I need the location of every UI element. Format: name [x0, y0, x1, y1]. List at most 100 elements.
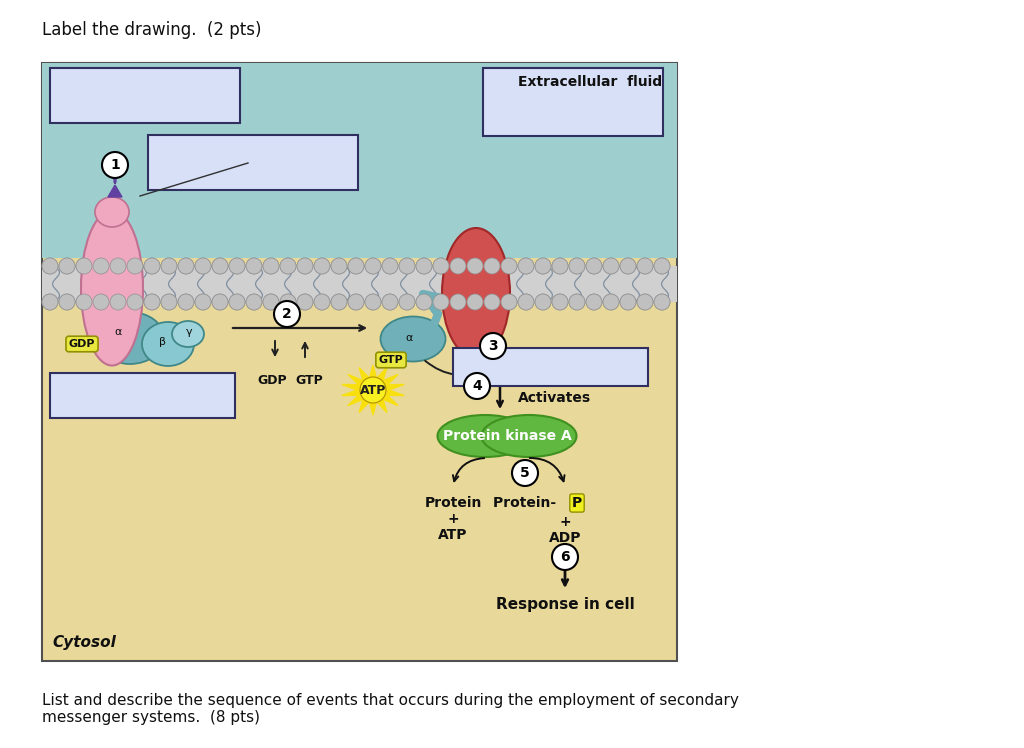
Text: Label the drawing.  (2 pts): Label the drawing. (2 pts) [42, 21, 261, 39]
Circle shape [195, 294, 211, 310]
Circle shape [178, 258, 194, 274]
Circle shape [501, 294, 517, 310]
Circle shape [263, 258, 279, 274]
Circle shape [144, 294, 160, 310]
Bar [453, 348, 648, 386]
Circle shape [280, 294, 296, 310]
Ellipse shape [96, 312, 164, 364]
Ellipse shape [172, 321, 204, 347]
Circle shape [178, 258, 194, 274]
Circle shape [42, 294, 58, 310]
Circle shape [416, 294, 432, 310]
Text: Protein
+
ATP: Protein + ATP [424, 496, 481, 542]
Circle shape [246, 294, 262, 310]
Circle shape [450, 258, 466, 274]
Circle shape [603, 294, 618, 310]
Circle shape [178, 294, 194, 310]
Text: Extracellular  fluid: Extracellular fluid [518, 75, 662, 89]
Text: Protein kinase A: Protein kinase A [442, 429, 571, 443]
Text: 5: 5 [520, 466, 529, 480]
Circle shape [433, 294, 449, 310]
Circle shape [535, 294, 551, 310]
Circle shape [59, 294, 75, 310]
Circle shape [382, 294, 398, 310]
Circle shape [535, 258, 551, 274]
Circle shape [93, 258, 109, 274]
Circle shape [416, 258, 432, 274]
Circle shape [297, 294, 313, 310]
Circle shape [144, 294, 160, 310]
Circle shape [501, 258, 517, 274]
Circle shape [93, 258, 109, 274]
Ellipse shape [481, 415, 577, 457]
Circle shape [348, 294, 364, 310]
Circle shape [637, 294, 653, 310]
Circle shape [433, 258, 449, 274]
Circle shape [416, 294, 432, 310]
Circle shape [263, 258, 279, 274]
Circle shape [484, 258, 500, 274]
Text: α: α [115, 327, 122, 337]
Circle shape [484, 294, 500, 310]
Circle shape [518, 294, 534, 310]
Circle shape [464, 373, 490, 399]
Circle shape [229, 258, 245, 274]
Circle shape [535, 294, 551, 310]
Circle shape [59, 258, 75, 274]
Circle shape [399, 258, 415, 274]
Circle shape [144, 258, 160, 274]
Circle shape [518, 294, 534, 310]
Circle shape [586, 294, 602, 310]
Text: GDP: GDP [257, 374, 287, 387]
Circle shape [331, 258, 347, 274]
Circle shape [365, 258, 381, 274]
Circle shape [467, 294, 483, 310]
Circle shape [274, 301, 300, 327]
Circle shape [535, 258, 551, 274]
Circle shape [586, 294, 602, 310]
Circle shape [110, 258, 126, 274]
Circle shape [161, 294, 177, 310]
Circle shape [212, 258, 228, 274]
Circle shape [280, 258, 296, 274]
Circle shape [102, 152, 128, 178]
Circle shape [110, 258, 126, 274]
Text: Cytosol: Cytosol [52, 636, 116, 651]
Circle shape [212, 258, 228, 274]
Circle shape [620, 294, 636, 310]
Text: GTP: GTP [379, 355, 403, 365]
Ellipse shape [142, 322, 194, 366]
Text: Activates: Activates [518, 391, 591, 405]
Circle shape [620, 294, 636, 310]
Ellipse shape [437, 415, 532, 457]
Circle shape [110, 294, 126, 310]
Circle shape [212, 294, 228, 310]
Circle shape [620, 258, 636, 274]
Circle shape [484, 258, 500, 274]
Circle shape [603, 294, 618, 310]
Circle shape [552, 294, 568, 310]
Text: List and describe the sequence of events that occurs during the employment of se: List and describe the sequence of events… [42, 693, 739, 726]
Text: ATP: ATP [359, 384, 386, 396]
Bar [483, 68, 663, 136]
Circle shape [512, 460, 538, 486]
Circle shape [348, 258, 364, 274]
Circle shape [348, 258, 364, 274]
Circle shape [399, 294, 415, 310]
Circle shape [552, 258, 568, 274]
Circle shape [450, 294, 466, 310]
Circle shape [195, 258, 211, 274]
Circle shape [654, 294, 670, 310]
Circle shape [42, 258, 58, 274]
Circle shape [586, 258, 602, 274]
Circle shape [433, 294, 449, 310]
Circle shape [212, 294, 228, 310]
Circle shape [399, 258, 415, 274]
Text: 6: 6 [560, 550, 569, 564]
Text: Response in cell: Response in cell [496, 597, 635, 612]
Circle shape [382, 258, 398, 274]
Circle shape [518, 258, 534, 274]
Text: P: P [571, 496, 582, 510]
Circle shape [144, 258, 160, 274]
Circle shape [93, 294, 109, 310]
